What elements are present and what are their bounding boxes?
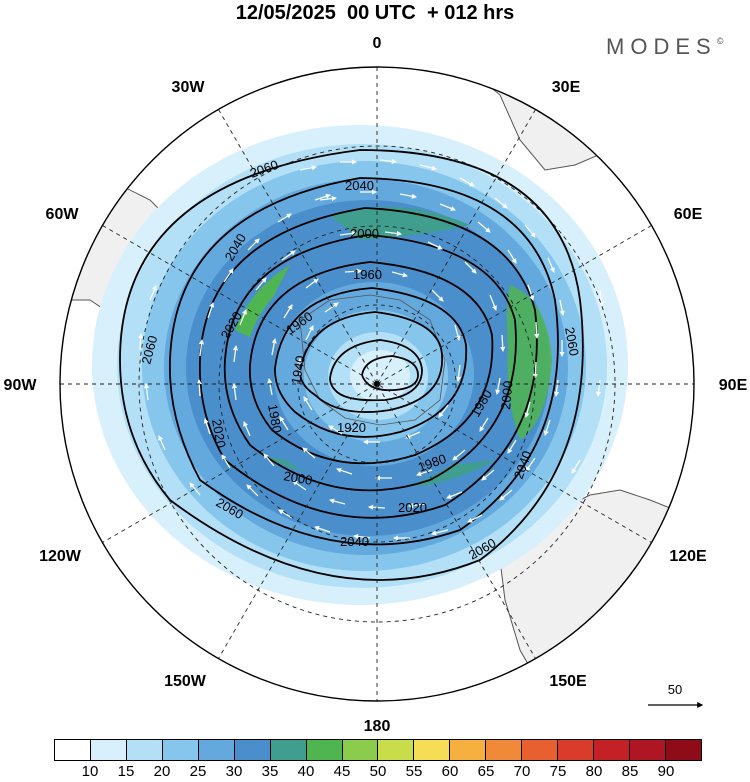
contour-label: 2060	[562, 326, 582, 357]
colorbar-cell	[55, 740, 91, 760]
contour-label: 2000	[282, 468, 313, 488]
colorbar-tick-label: 55	[405, 763, 423, 780]
map-disc	[60, 67, 694, 701]
colorbar-tick-label: 35	[261, 763, 279, 780]
contour-1920	[329, 339, 423, 402]
copyright-mark: ©	[716, 36, 724, 46]
colorbar-tick-label: 45	[333, 763, 351, 780]
jet-core-west	[235, 265, 290, 340]
contour-2000	[223, 234, 517, 492]
colorbar-ticks: 10 15 20 25 30 35 40 45 50 55 60 65 70 75 80 85 90	[54, 763, 702, 781]
south-pole-marker	[374, 381, 380, 387]
map-boundary	[59, 66, 695, 702]
colorbar-tick-label: 65	[477, 763, 495, 780]
contour-labels: 2060 2040 2000 2040 1960 1960 2020 2060 …	[138, 157, 581, 563]
colorbar-cell	[126, 740, 163, 760]
colorbar-tick-label: 10	[81, 763, 99, 780]
contour-label: 2020	[209, 418, 229, 449]
longitude-labels: 0 30E 60E 90E 120E 150E 180 150W 120W 90…	[4, 35, 748, 735]
colorbar-tick-label: 25	[189, 763, 207, 780]
lon-label-90w: 90W	[4, 377, 38, 394]
lon-label-120e: 120E	[669, 548, 707, 565]
map-title: 12/05/2025 00 UTC + 012 hrs	[235, 2, 515, 24]
graticule	[60, 67, 694, 701]
wind-vectors	[138, 158, 605, 541]
colorbar-tick-label: 40	[297, 763, 315, 780]
lon-label-30w: 30W	[172, 79, 206, 96]
contour-1960	[274, 287, 468, 438]
contour-1900	[361, 355, 419, 392]
lon-label-150w: 150W	[164, 673, 207, 690]
height-contours	[119, 149, 584, 581]
colorbar-tick-label: 75	[549, 763, 567, 780]
contour-2020	[198, 207, 538, 519]
contour-label: 1920	[337, 420, 366, 435]
contour-2040	[169, 177, 559, 546]
lon-label-0: 0	[373, 35, 382, 52]
reference-vector-label: 50	[668, 682, 682, 697]
contour-label: 2000	[350, 226, 379, 241]
colorbar	[54, 739, 702, 761]
lon-label-30e: 30E	[552, 79, 581, 96]
colorbar-cell	[594, 740, 630, 760]
colorbar-cell	[234, 740, 271, 760]
colorbar-tick-label: 70	[513, 763, 531, 780]
colorbar-cell	[342, 740, 379, 760]
contour-label: 2040	[345, 178, 374, 193]
colorbar-cell	[198, 740, 235, 760]
lon-label-120w: 120W	[39, 548, 82, 565]
colorbar-cell	[378, 740, 415, 760]
colorbar-tick-label: 80	[585, 763, 603, 780]
contour-label: 1980	[265, 403, 285, 434]
modes-logo: MODES©	[606, 34, 723, 60]
lon-label-150e: 150E	[549, 673, 587, 690]
shade-inner-15	[350, 350, 410, 402]
contour-1980	[248, 261, 494, 465]
colorbar-cell	[162, 740, 199, 760]
brand-text: MODES	[606, 34, 717, 59]
colorbar-cell	[486, 740, 523, 760]
jet-core-east	[506, 285, 552, 440]
jet-core-northeast	[330, 207, 470, 240]
colorbar-tick-label: 60	[441, 763, 459, 780]
colorbar-cell	[450, 740, 487, 760]
contour-label: 2000	[498, 380, 515, 410]
colorbar-tick-label: 15	[117, 763, 135, 780]
colorbar-tick-label: 50	[369, 763, 387, 780]
colorbar-cell	[558, 740, 595, 760]
contour-label: 2040	[340, 534, 369, 549]
colorbar-tick-label: 85	[621, 763, 639, 780]
contour-1940	[299, 311, 443, 413]
lon-label-90e: 90E	[719, 377, 748, 394]
colorbar-tick-label: 90	[657, 763, 675, 780]
colorbar-cell	[630, 740, 666, 760]
colorbar-cell	[270, 740, 307, 760]
contour-label: 1960	[353, 267, 382, 282]
contour-label: 2020	[398, 500, 427, 515]
contour-label: 2060	[138, 334, 160, 366]
colorbar-tick-label: 20	[153, 763, 171, 780]
colorbar-cell	[522, 740, 559, 760]
wind-speed-shading	[92, 125, 628, 605]
lon-label-60e: 60E	[674, 206, 703, 223]
colorbar-cell	[414, 740, 451, 760]
lon-label-180: 180	[364, 718, 391, 735]
contour-label: 1940	[288, 354, 308, 385]
reference-vector: 50	[648, 682, 704, 708]
colorbar-cell	[90, 740, 127, 760]
colorbar-tick-label: 30	[225, 763, 243, 780]
contour-2060	[119, 149, 584, 581]
lon-label-60w: 60W	[46, 206, 80, 223]
colorbar-cell	[306, 740, 343, 760]
colorbar-cell	[665, 740, 701, 760]
